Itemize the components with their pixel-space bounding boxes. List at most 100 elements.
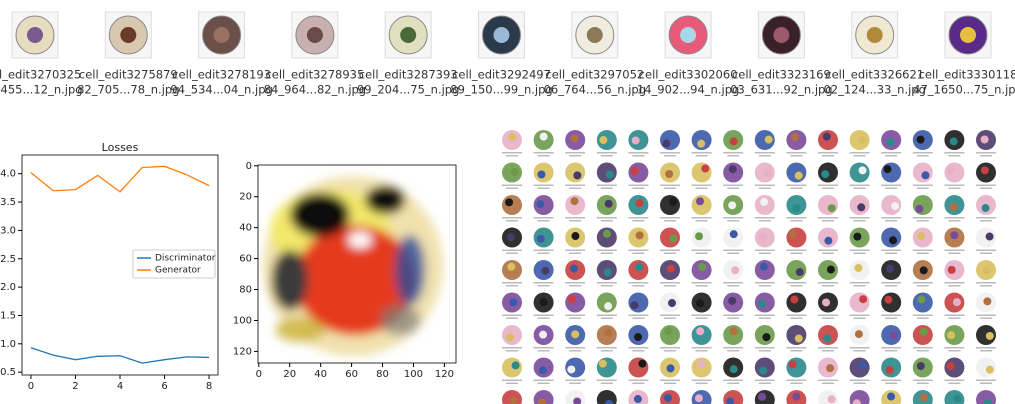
caption-placeholder xyxy=(976,217,996,219)
generated-thumbnail xyxy=(660,195,680,215)
generated-thumbnail-spot xyxy=(537,398,546,404)
generated-thumbnail-spot xyxy=(570,264,579,273)
generated-thumbnail-spot xyxy=(887,392,896,401)
generated-thumbnail-spot xyxy=(728,201,737,210)
generated-thumbnail-spot xyxy=(668,299,677,308)
generated-thumbnail-spot xyxy=(698,262,707,271)
file-name: 14_902...94_n.jpg xyxy=(637,83,739,97)
caption-placeholder xyxy=(881,282,902,284)
caption-placeholder xyxy=(853,155,866,157)
generated-thumbnail-spot xyxy=(541,266,550,275)
y-tick-label: 3.0 xyxy=(0,225,16,236)
generated-thumbnail-spot xyxy=(635,231,644,240)
caption-placeholder xyxy=(660,249,680,251)
caption-placeholder xyxy=(533,347,554,349)
generated-thumbnail xyxy=(786,227,807,248)
generated-thumbnail-spot xyxy=(762,333,771,342)
caption-placeholder xyxy=(853,187,866,189)
file-name: 99_204...75_n.jpg xyxy=(357,83,459,97)
generated-thumbnail-spot xyxy=(697,139,706,148)
caption-placeholder xyxy=(596,152,617,154)
generated-thumbnail-spot xyxy=(538,366,547,375)
caption-placeholder xyxy=(849,217,870,219)
caption-placeholder xyxy=(600,220,613,222)
caption-placeholder xyxy=(632,350,645,352)
caption-placeholder xyxy=(758,317,771,319)
caption-placeholder xyxy=(569,350,582,352)
generated-thumbnail-spot xyxy=(567,365,576,374)
generated-thumbnail-spot xyxy=(795,268,804,277)
thumbnail-center xyxy=(866,27,883,43)
y-tick-label: 100 xyxy=(233,315,252,326)
generated-thumbnail-spot xyxy=(570,197,579,206)
generated-thumbnail xyxy=(849,292,870,313)
caption-placeholder xyxy=(944,152,965,154)
caption-placeholder xyxy=(980,382,992,384)
caption-placeholder xyxy=(506,155,518,157)
caption-placeholder xyxy=(758,350,771,352)
generated-thumbnail-spot xyxy=(696,327,705,336)
generated-thumbnail-spot xyxy=(570,134,579,143)
generated-thumbnail-spot xyxy=(985,365,994,374)
caption-placeholder xyxy=(885,285,898,287)
generated-thumbnail-spot xyxy=(980,135,989,144)
generated-thumbnail-spot xyxy=(985,232,994,241)
caption-placeholder xyxy=(916,350,929,352)
caption-placeholder xyxy=(916,285,929,287)
y-tick-label: 60 xyxy=(239,254,252,265)
caption-placeholder xyxy=(786,184,807,186)
caption-placeholder xyxy=(632,220,645,222)
generated-thumbnail-spot xyxy=(665,169,674,178)
file-name: 89_150...99_n.jpg xyxy=(450,83,552,97)
caption-placeholder xyxy=(754,282,775,284)
caption-placeholder xyxy=(695,220,708,222)
y-tick-label: 120 xyxy=(233,346,252,357)
caption-placeholder xyxy=(596,217,617,219)
caption-placeholder xyxy=(695,317,708,319)
caption-placeholder xyxy=(569,220,582,222)
generated-thumbnail-spot xyxy=(858,166,867,175)
caption-placeholder xyxy=(506,187,518,189)
file-name: cell_edit3302060 xyxy=(639,68,738,82)
generated-thumbnail-spot xyxy=(858,361,867,370)
file-name: 06_764...56_n.jpg xyxy=(544,83,646,97)
caption-placeholder xyxy=(822,155,834,157)
caption-placeholder xyxy=(980,187,992,189)
generated-thumbnail-spot xyxy=(794,171,803,180)
generated-thumbnail-spot xyxy=(757,299,766,308)
generated-thumbnail-spot xyxy=(916,135,925,144)
caption-placeholder xyxy=(537,285,550,287)
generated-thumbnail-spot xyxy=(917,295,926,304)
caption-placeholder xyxy=(944,249,965,251)
generated-thumbnail-spot xyxy=(536,200,545,209)
caption-placeholder xyxy=(881,379,902,381)
caption-placeholder xyxy=(885,252,898,254)
generated-thumbnail xyxy=(912,195,933,215)
caption-placeholder xyxy=(818,184,838,186)
generated-thumbnail-spot xyxy=(921,171,930,180)
generated-thumbnail-spot xyxy=(633,395,642,404)
caption-placeholder xyxy=(660,379,680,381)
caption-placeholder xyxy=(695,252,708,254)
generated-thumbnail-spot xyxy=(885,365,894,374)
generated-thumbnail-spot xyxy=(694,394,703,403)
caption-placeholder xyxy=(754,347,775,349)
generated-thumbnail-spot xyxy=(946,166,955,175)
caption-placeholder xyxy=(723,184,744,186)
generated-thumbnail-spot xyxy=(571,232,580,241)
caption-placeholder xyxy=(885,350,898,352)
caption-placeholder xyxy=(506,285,518,287)
generated-thumbnail-spot xyxy=(726,397,735,404)
caption-placeholder xyxy=(691,282,712,284)
generated-thumbnail-spot xyxy=(920,393,929,402)
caption-placeholder xyxy=(849,282,870,284)
x-tick-label: 20 xyxy=(283,369,296,380)
generated-thumbnail-spot xyxy=(947,331,956,340)
caption-placeholder xyxy=(912,249,933,251)
generated-thumbnail xyxy=(596,357,617,378)
caption-placeholder xyxy=(628,379,649,381)
generated-thumbnail-spot xyxy=(605,170,614,179)
caption-placeholder xyxy=(980,317,992,319)
generated-thumbnail-spot xyxy=(729,230,738,239)
caption-placeholder xyxy=(976,347,996,349)
